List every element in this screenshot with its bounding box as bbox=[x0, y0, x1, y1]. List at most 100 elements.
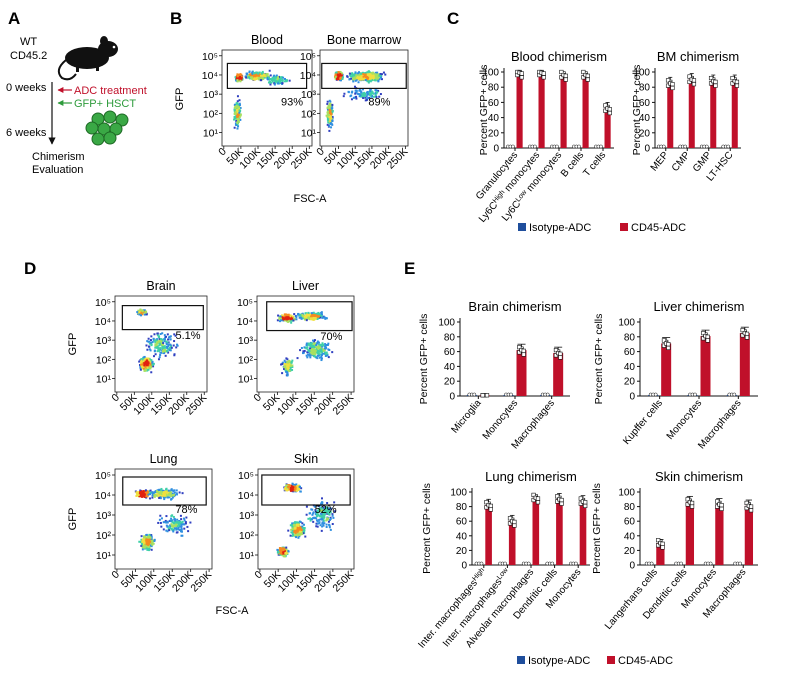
event-dot bbox=[156, 491, 159, 494]
event-dot bbox=[313, 342, 316, 345]
event-dot bbox=[237, 119, 240, 122]
event-dot bbox=[154, 490, 157, 493]
event-dot bbox=[326, 354, 329, 357]
event-dot bbox=[308, 313, 311, 316]
flow-d-ylabel-top: GFP bbox=[67, 333, 79, 356]
event-dot bbox=[317, 354, 320, 357]
event-dot bbox=[372, 92, 375, 95]
event-dot bbox=[163, 334, 166, 337]
event-dot bbox=[267, 78, 270, 81]
event-dot bbox=[298, 316, 301, 319]
y-tick-label: 10⁵ bbox=[202, 51, 218, 63]
event-dot bbox=[155, 493, 158, 496]
event-dot bbox=[145, 493, 148, 496]
event-dot bbox=[315, 312, 318, 315]
event-dot bbox=[173, 333, 176, 336]
flow-plot-title: Lung bbox=[150, 452, 178, 466]
event-dot bbox=[150, 537, 153, 540]
event-dot bbox=[298, 520, 301, 523]
event-dot bbox=[324, 354, 327, 357]
event-dot bbox=[171, 494, 174, 497]
event-dot bbox=[236, 104, 239, 107]
event-dot bbox=[298, 486, 301, 489]
event-dot bbox=[321, 352, 324, 355]
event-dot bbox=[282, 549, 285, 552]
event-dot bbox=[146, 359, 149, 362]
event-dot bbox=[167, 348, 170, 351]
event-dot bbox=[326, 115, 329, 118]
event-dot bbox=[169, 519, 172, 522]
event-dot bbox=[172, 521, 175, 524]
event-dot bbox=[329, 107, 332, 110]
event-dot bbox=[148, 536, 151, 539]
event-dot bbox=[353, 85, 356, 88]
event-dot bbox=[369, 92, 372, 95]
event-dot bbox=[145, 357, 148, 360]
event-dot bbox=[169, 338, 172, 341]
schematic-week6: 6 weeks bbox=[6, 127, 47, 139]
event-dot bbox=[150, 536, 153, 539]
event-dot bbox=[158, 495, 161, 498]
event-dot bbox=[143, 362, 146, 365]
flow-plot-title: Liver bbox=[292, 279, 319, 293]
event-dot bbox=[317, 341, 320, 344]
event-dot bbox=[147, 365, 150, 368]
event-dot bbox=[151, 361, 154, 364]
event-dot bbox=[168, 496, 171, 499]
event-dot bbox=[148, 497, 151, 500]
y-tick-label: 10⁵ bbox=[95, 297, 111, 309]
event-dot bbox=[165, 524, 168, 527]
event-dot bbox=[317, 349, 320, 352]
event-dot bbox=[352, 80, 355, 83]
flow-plot-liver: Liver70%10⁵10⁴10³10²10¹050K100K150K200K2… bbox=[237, 279, 356, 417]
event-dot bbox=[310, 348, 313, 351]
event-dot bbox=[299, 530, 302, 533]
event-dot bbox=[177, 526, 180, 529]
event-dot bbox=[169, 527, 172, 530]
event-dot bbox=[153, 538, 156, 541]
event-dot bbox=[328, 99, 331, 102]
event-dot bbox=[379, 72, 382, 75]
event-dot bbox=[294, 318, 297, 321]
event-dot bbox=[156, 345, 159, 348]
event-dot bbox=[159, 496, 162, 499]
event-dot bbox=[239, 118, 242, 121]
event-dot bbox=[286, 320, 289, 323]
event-dot bbox=[312, 316, 315, 319]
event-dot bbox=[329, 108, 332, 111]
event-dot bbox=[284, 361, 287, 364]
event-dot bbox=[236, 79, 239, 82]
event-dot bbox=[155, 343, 158, 346]
event-dot bbox=[147, 539, 150, 542]
event-dot bbox=[165, 342, 168, 345]
event-dot bbox=[307, 343, 310, 346]
event-dot bbox=[170, 523, 173, 526]
event-dot bbox=[369, 88, 372, 91]
event-dot bbox=[239, 79, 242, 82]
event-dot bbox=[379, 93, 382, 96]
event-dot bbox=[170, 514, 173, 517]
event-dot bbox=[286, 372, 289, 375]
event-dot bbox=[312, 339, 315, 342]
event-dot bbox=[174, 334, 177, 337]
event-dot bbox=[254, 78, 257, 81]
event-dot bbox=[290, 486, 293, 489]
event-dot bbox=[166, 346, 169, 349]
event-dot bbox=[320, 349, 323, 352]
y-tick-label: 10² bbox=[96, 354, 112, 366]
event-dot bbox=[167, 527, 170, 530]
event-dot bbox=[143, 541, 146, 544]
event-dot bbox=[158, 349, 161, 352]
event-dot bbox=[145, 496, 148, 499]
event-dot bbox=[288, 316, 291, 319]
event-dot bbox=[259, 74, 262, 77]
event-dot bbox=[301, 314, 304, 317]
event-dot bbox=[145, 541, 148, 544]
event-dot bbox=[156, 334, 159, 337]
event-dot bbox=[150, 359, 153, 362]
event-dot bbox=[375, 89, 378, 92]
event-dot bbox=[316, 314, 319, 317]
event-dot bbox=[260, 75, 263, 78]
event-dot bbox=[233, 112, 236, 115]
event-dot bbox=[299, 316, 302, 319]
